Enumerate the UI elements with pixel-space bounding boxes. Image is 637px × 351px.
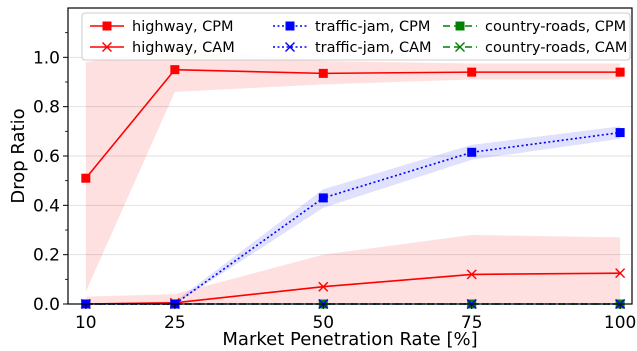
point-highway-cpm [170,65,180,75]
y-tick-label: 0.4 [33,196,60,216]
legend-marker [102,21,112,31]
point-traffic-jam-cpm [318,193,328,203]
confidence-bands [85,47,621,305]
band-traffic-jam-cpm [85,126,621,305]
x-tick-label: 100 [604,313,636,333]
legend-item-country-roads-cam: country-roads, CAM [443,40,627,56]
point-highway-cam [318,281,329,292]
point-highway-cpm [615,67,625,77]
x-tick-label: 10 [75,313,97,333]
legend-item-traffic-jam-cpm: traffic-jam, CPM [273,19,430,35]
y-tick-label: 0.0 [33,295,60,315]
axis-ticks: 0.0 0.2 0.4 0.6 0.8 1.0 10 25 50 75 100 [33,32,636,333]
legend-marker [285,21,295,31]
legend-item-highway-cpm: highway, CPM [90,19,234,35]
band-highway-cam [85,234,621,304]
point-highway-cpm [467,67,477,77]
y-tick-label: 0.6 [33,147,60,167]
y-tick-label: 1.0 [33,48,60,68]
legend-label: traffic-jam, CAM [315,40,432,56]
point-traffic-jam-cpm [467,147,477,157]
y-tick-label: 0.8 [33,98,60,118]
legend-marker [455,21,465,31]
legend-label: traffic-jam, CPM [315,19,430,35]
x-tick-label: 50 [312,313,334,333]
legend-marker [285,42,295,52]
legend-item-highway-cam: highway, CAM [90,40,235,56]
legend: highway, CPM traffic-jam, CPM country-road… [81,12,631,61]
legend-marker [455,42,465,52]
y-tick-label: 0.2 [33,246,60,266]
point-highway-cpm [318,68,328,78]
legend-item-country-roads-cpm: country-roads, CPM [443,19,626,35]
point-traffic-jam-cpm [615,128,625,138]
point-highway-cam [466,269,477,280]
legend-label: highway, CPM [132,19,234,35]
point-highway-cpm [81,173,91,183]
x-marker-stroke [615,268,626,279]
point-highway-cam [615,268,626,279]
legend-box [81,12,631,61]
legend-item-traffic-jam-cam: traffic-jam, CAM [273,40,432,56]
legend-marker [102,42,112,52]
x-tick-label: 25 [164,313,186,333]
legend-label: highway, CAM [132,40,235,56]
x-marker-stroke [466,269,477,280]
x-marker-stroke [318,281,329,292]
x-axis-title: Market Penetration Rate [%] [222,329,477,350]
x-tick-label: 75 [461,313,483,333]
legend-label: country-roads, CAM [485,40,627,56]
y-axis-title: Drop Ratio [8,108,29,203]
legend-label: country-roads, CPM [485,19,626,35]
